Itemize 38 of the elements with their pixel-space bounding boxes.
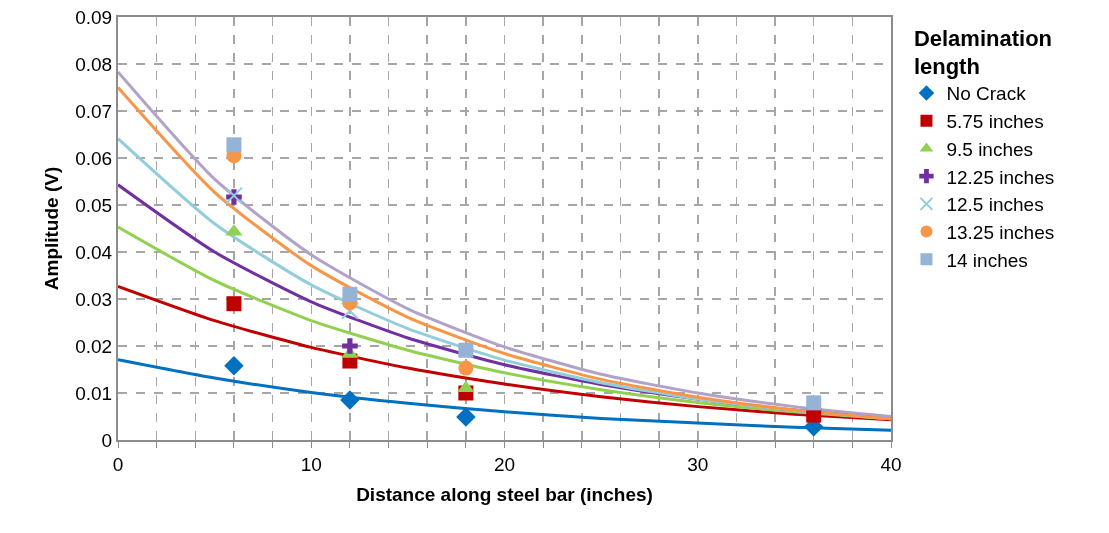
point — [226, 296, 242, 312]
y-axis-title: Amplitude (V) — [40, 166, 62, 291]
x-tick-label: 20 — [493, 453, 516, 475]
y-tick-label: 0.05 — [75, 194, 113, 216]
point — [342, 286, 358, 302]
legend-label: 12.5 inches — [946, 194, 1044, 216]
x-axis-title: Distance along steel bar (inches) — [356, 484, 653, 506]
point — [458, 342, 474, 358]
y-tick-label: 0.07 — [75, 100, 113, 122]
y-tick-label: 0 — [101, 429, 113, 451]
legend-label: 5.75 inches — [946, 111, 1044, 133]
point — [224, 355, 244, 376]
y-tick-label: 0.08 — [75, 53, 113, 75]
point — [806, 395, 822, 411]
point — [342, 338, 358, 354]
point — [226, 137, 242, 153]
x-tick-label: 40 — [880, 453, 902, 475]
legend-label: 12.25 inches — [946, 166, 1055, 188]
point — [458, 360, 474, 376]
x-tick-label: 30 — [687, 453, 709, 475]
point — [457, 380, 475, 393]
line-series — [118, 358, 891, 432]
legend-label: 9.5 inches — [946, 138, 1034, 160]
y-tick-label: 0.01 — [75, 382, 113, 404]
y-tick-label: 0.04 — [75, 241, 113, 263]
line-series — [118, 284, 891, 422]
y-tick-label: 0.02 — [75, 335, 113, 357]
legend-label: 14 inches — [946, 249, 1028, 271]
legend-title: Delamination length — [913, 25, 1053, 80]
y-tick-label: 0.06 — [75, 147, 113, 169]
legend-label: 13.25 inches — [946, 221, 1055, 243]
legend-label: No Crack — [946, 83, 1027, 105]
x-tick-label: 10 — [300, 453, 322, 475]
y-tick-label: 0.03 — [75, 288, 113, 310]
y-tick-label: 0.09 — [75, 6, 113, 28]
point — [340, 390, 360, 410]
point — [456, 407, 476, 427]
point — [340, 301, 359, 320]
